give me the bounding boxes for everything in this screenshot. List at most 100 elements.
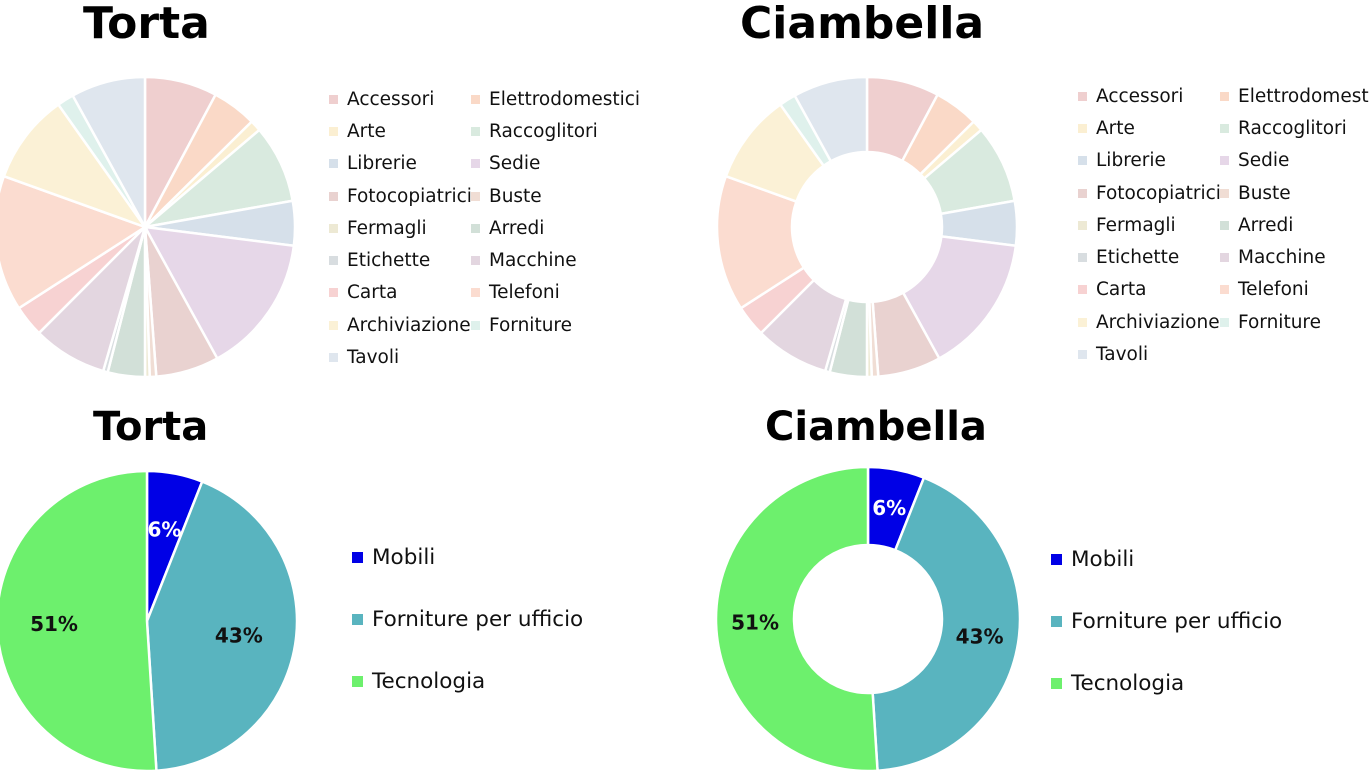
chart-title-ciambella-top: Ciambella (740, 0, 985, 49)
legend-label: Arte (1096, 117, 1135, 139)
slice-archiviazione (2, 102, 149, 230)
legend-label: Fermagli (347, 217, 427, 239)
legend-label: Buste (1238, 182, 1291, 204)
legend-item-forniture-per-ufficio: Forniture per ufficio (352, 588, 583, 650)
legend-swatch (1078, 285, 1087, 295)
slice-sedie (142, 225, 296, 361)
legend-item-arte: Arte (1078, 112, 1220, 144)
legend-item-mobili: Mobili (352, 526, 583, 588)
legend-label: Accessori (347, 88, 435, 110)
legend-item-carta: Carta (329, 277, 471, 309)
legend-swatch (471, 288, 480, 298)
legend-label: Fotocopiatrici (1096, 182, 1221, 204)
legend-label: Tecnologia (372, 668, 486, 694)
legend-swatch (329, 159, 338, 169)
legend-swatch (1051, 677, 1062, 689)
data-label-forniture-per-ufficio: 43% (956, 625, 1004, 649)
legend-swatch (471, 256, 480, 266)
legend-swatch (1078, 156, 1087, 166)
legend-item-arredi: Arredi (471, 212, 640, 244)
slice-tecnologia (714, 465, 879, 773)
legend-label: Telefoni (489, 282, 560, 304)
legend-label: Forniture (1238, 311, 1322, 333)
legend-ciambella-categories: Accessori Elettrodomestici Arte Raccoglitor… (1078, 80, 1369, 371)
legend-swatch (1078, 123, 1087, 133)
legend-swatch (1220, 156, 1229, 166)
slice-telefoni (0, 174, 148, 310)
legend-swatch (1051, 615, 1062, 627)
legend-swatch (329, 256, 338, 266)
legend-torta-groups: Mobili Forniture per ufficio Tecnologia (352, 526, 583, 712)
legend-item-sedie: Sedie (1220, 145, 1369, 177)
legend-label: Mobili (372, 544, 436, 570)
legend-swatch (471, 159, 480, 169)
legend-label: Tavoli (1096, 344, 1149, 366)
data-label-tecnologia: 51% (731, 611, 779, 635)
legend-label: Elettrodomestici (489, 88, 641, 110)
legend-swatch (1078, 253, 1087, 263)
legend-label: Fermagli (1096, 214, 1176, 236)
chart-title-torta-bottom: Torta (93, 404, 209, 450)
legend-item-archiviazione: Archiviazione (1078, 306, 1220, 338)
legend-item-tecnologia: Tecnologia (352, 650, 583, 712)
legend-label: Etichette (1096, 247, 1180, 269)
legend-label: Archiviazione (347, 314, 471, 336)
legend-item-elettrodomestici: Elettrodomestici (1220, 80, 1369, 112)
legend-label: Forniture per ufficio (372, 606, 584, 632)
legend-label: Macchine (489, 250, 577, 272)
legend-item-telefoni: Telefoni (1220, 274, 1369, 306)
legend-swatch (329, 94, 338, 104)
legend-item-telefoni: Telefoni (471, 277, 640, 309)
chart-title-ciambella-bottom: Ciambella (765, 404, 987, 450)
slice-tavoli (71, 75, 147, 228)
legend-item-raccoglitori: Raccoglitori (1220, 112, 1369, 144)
donut-chart-ciambella-groups: 6% 43% 51% (714, 465, 1022, 773)
legend-label: Macchine (1238, 247, 1326, 269)
legend-item-macchine: Macchine (471, 244, 640, 276)
legend-label: Sedie (489, 153, 541, 175)
legend-item-macchine: Macchine (1220, 241, 1369, 273)
legend-item-fotocopiatrici: Fotocopiatrici (329, 180, 472, 212)
legend-swatch (1220, 317, 1229, 327)
legend-swatch (329, 191, 338, 201)
legend-item-tecnologia: Tecnologia (1051, 652, 1282, 714)
legend-swatch (329, 320, 338, 330)
legend-swatch (471, 223, 480, 233)
legend-item-buste: Buste (471, 180, 640, 212)
legend-item-archiviazione: Archiviazione (329, 309, 471, 341)
legend-swatch (471, 94, 480, 104)
legend-swatch (471, 126, 480, 136)
legend-swatch (329, 126, 338, 136)
legend-item-forniture: Forniture (1220, 306, 1369, 338)
legend-torta-categories: Accessori Elettrodomestici Arte Raccoglitor… (329, 83, 640, 374)
legend-swatch (1078, 188, 1087, 198)
legend-item-sedie: Sedie (471, 148, 640, 180)
legend-swatch (352, 551, 363, 563)
legend-label: Arredi (1238, 214, 1294, 236)
legend-swatch (329, 288, 338, 298)
legend-item-forniture-per-ufficio: Forniture per ufficio (1051, 590, 1282, 652)
legend-label: Fotocopiatrici (347, 185, 472, 207)
legend-label: Librerie (1096, 150, 1166, 172)
legend-swatch (471, 320, 480, 330)
legend-item-arredi: Arredi (1220, 209, 1369, 241)
legend-swatch (471, 191, 480, 201)
legend-item-forniture: Forniture (471, 309, 640, 341)
data-label-mobili: 6% (147, 518, 181, 542)
legend-swatch (1220, 91, 1229, 101)
legend-swatch (329, 223, 338, 233)
legend-item-buste: Buste (1220, 177, 1369, 209)
legend-item-tavoli: Tavoli (1078, 338, 1220, 370)
legend-swatch (329, 353, 338, 363)
legend-swatch (1220, 285, 1229, 295)
legend-label: Elettrodomestici (1238, 85, 1369, 107)
legend-swatch (1051, 553, 1062, 565)
slice-forniture-per-ufficio (145, 479, 299, 773)
legend-swatch (1078, 350, 1087, 360)
legend-swatch (1220, 188, 1229, 198)
legend-label: Sedie (1238, 150, 1290, 172)
legend-item-tavoli: Tavoli (329, 341, 471, 373)
legend-swatch (352, 613, 363, 625)
legend-label: Telefoni (1238, 279, 1309, 301)
legend-swatch (1078, 91, 1087, 101)
